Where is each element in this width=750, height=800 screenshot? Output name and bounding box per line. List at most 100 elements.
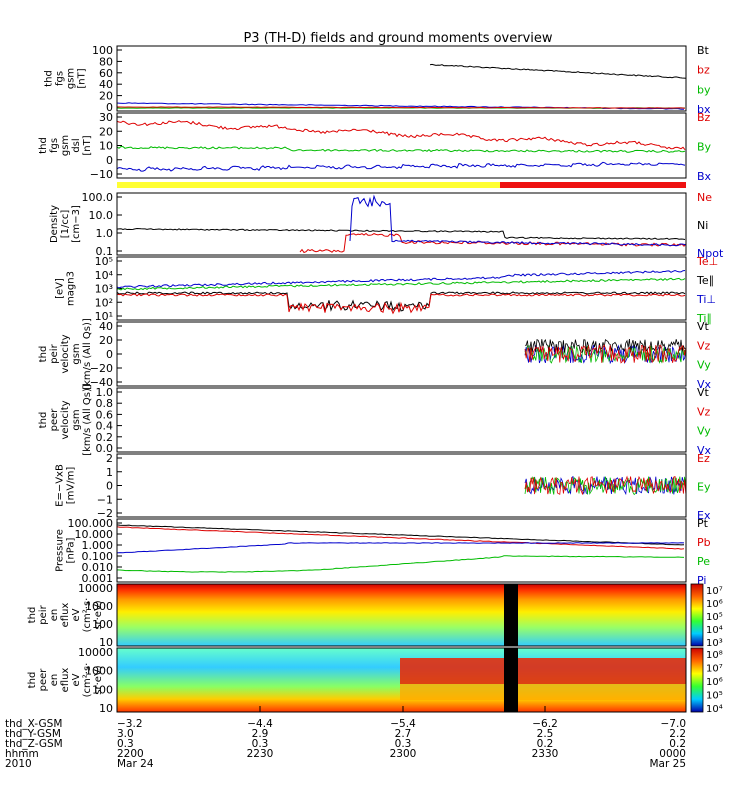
panel-10-ylabel-5: eV [71,673,82,686]
panel-8-ylabel-2: [nPa] [66,537,77,563]
panel-4-legend-1: Te⊥ [696,255,718,268]
panel-1-legend-1: Bt [697,44,710,57]
panel-8-legend-1: Pt [697,517,709,530]
ephem-cell-4-4: 2330 [532,748,559,760]
panel-5-ytick-4: −20 [90,362,113,375]
colorbar-label-1-3: 10⁵ [706,612,723,623]
colorbar-label-2-3: 10⁶ [706,677,723,688]
panel-10-ytick-1: 10000 [78,646,113,659]
panel-3-legend-1: Ne [697,191,712,204]
ephem-cell-3-4: 2300 [390,748,417,760]
panel-6-ylabel-3: velocity [60,400,71,439]
panel-10-ytick-2: 1000 [85,665,113,678]
panel-7-legend-1: Ez [697,452,710,465]
panel-9-ylabel-1: thd [27,607,38,624]
panel-3-ylabel-3: [cm−3] [71,205,82,243]
spectrogram-band-high [400,658,686,684]
panel-8-legend-3: Pe [697,555,710,568]
panel-4-ytick-4: 10² [95,296,113,309]
panel-6: thd peer velocity gsm [km/s (All Qs)] 1.00.80… [38,384,712,457]
panel-6-ylabel-1: thd [38,412,49,429]
panel-6-ylabel-4: gsm [71,409,82,430]
panel-4-legend-3: Ti⊥ [696,293,716,306]
panel-9-ylabel-2: peir [38,604,49,624]
panel-5-legend-1: Vt [697,320,710,333]
ephem-cell-5-5: Mar 25 [649,758,686,770]
panel-1: thd fgs gsm [nT]100806040200Btbzbybx [44,44,711,116]
ephem-label-5: 2010 [5,758,32,770]
panel-2-ylabel-5: [nT] [82,135,93,155]
panel-3-frame [117,193,686,255]
panel-3-ytick-2: 10.0 [89,209,114,222]
series-ti-perp [117,271,685,288]
series-bx-dsl [117,162,685,171]
spectrogram-band-mid [400,684,686,700]
panel-1-ylabel-1: thd [44,70,55,87]
panel-4-ylabel-1: [eV] [55,278,66,299]
status-bar-red [500,182,686,188]
panel-2-ylabel-4: dsl [71,138,82,152]
panel-9-ylabel-3: en [49,609,60,622]
panel-2-legend-3: Bx [697,170,712,183]
panel-2-legend-1: Bz [697,111,711,124]
panel-10-ylabel-3: en [49,674,60,687]
panel-2-legend-2: By [697,141,712,154]
panel-5-ylabel-3: velocity [60,334,71,373]
status-bar-yellow [117,182,500,188]
panel-10-ylabel-1: thd [27,672,38,689]
colorbar-label-1-2: 10⁶ [706,599,723,610]
panel-10: thd peer en eflux eV (cm²·s· sr·eV) 10000 1000 10… [27,646,723,715]
panel-7-frame [117,454,686,517]
panel-7-ytick-3: 0 [106,480,113,493]
panel-6-legend-2: Vz [697,405,711,418]
colorbar-1: 10⁷10⁶10⁵10⁴10³ [691,584,723,649]
series-pt [117,525,684,545]
panel-3-ylabel-2: [1/cc] [60,210,71,239]
panel-5: thd peir velocity gsm [km/s (All Qs)] 40200−2… [38,318,712,391]
panel-2-ytick-5: −10 [90,168,113,181]
panel-2-ytick-2: 20 [99,125,113,138]
series-pi [117,543,684,553]
panel-6-ylabel-2: peer [49,408,60,432]
panel-1-ylabel-4: [nT] [77,68,88,88]
panel-1-frame [117,46,686,111]
panel-5-ylabel-4: gsm [71,343,82,364]
chart-title: P3 (TH-D) fields and ground moments over… [243,31,552,46]
series-by-dsl [117,147,685,153]
data-gap-2 [504,648,518,712]
panel-3-ylabel-1: Density [49,205,60,243]
colorbar-label-2-4: 10⁵ [706,691,723,702]
colorbar-label-1-4: 10⁴ [706,625,723,636]
panel-2: thd fgs gsm dsl [nT]3020100−10BzByBx [38,111,712,183]
panel-9-ytick-2: 1000 [85,600,113,613]
panel-10-ylabel-2: peer [38,668,49,692]
panel-3-ytick-1: 100.0 [82,191,114,204]
panel-5-ylabel-2: peir [49,343,60,363]
panel-9: thd peir en eflux eV (cm²·s· sr·eV)10000100010… [27,582,723,649]
panel-1-ylabel-3: gsm [66,68,77,89]
colorbar-scale-2 [691,648,703,712]
spectrogram-1 [117,584,686,646]
panel-5-ytick-1: 40 [99,320,113,333]
ephem-cell-1-5: Mar 24 [117,758,154,770]
panel-7-ytick-1: 2 [106,452,113,465]
colorbar-scale-1 [691,584,703,646]
series-bz-dsl [117,121,685,150]
series-pe [117,556,684,572]
panel-2-ytick-1: 30 [99,111,113,124]
panel-7-ylabel-2: [mV/m] [66,467,77,505]
panel-6-legend-3: Vy [697,425,711,438]
panel-1-ylabel-2: fgs [55,71,66,86]
panel-5-ytick-2: 20 [99,334,113,347]
colorbar-label-1-5: 10³ [706,638,723,649]
colorbar-label-2-2: 10⁷ [706,664,723,675]
panel-10-ylabel-4: eflux [60,668,71,693]
panel-8: Pressure [nPa] 100.00010.0001.0000.1000.01… [55,517,711,587]
panel-4-ytick-3: 10³ [95,283,113,296]
panel-2-ytick-4: 0 [106,154,113,167]
panel-1-legend-2: bz [697,64,710,77]
series-bt [430,64,686,78]
